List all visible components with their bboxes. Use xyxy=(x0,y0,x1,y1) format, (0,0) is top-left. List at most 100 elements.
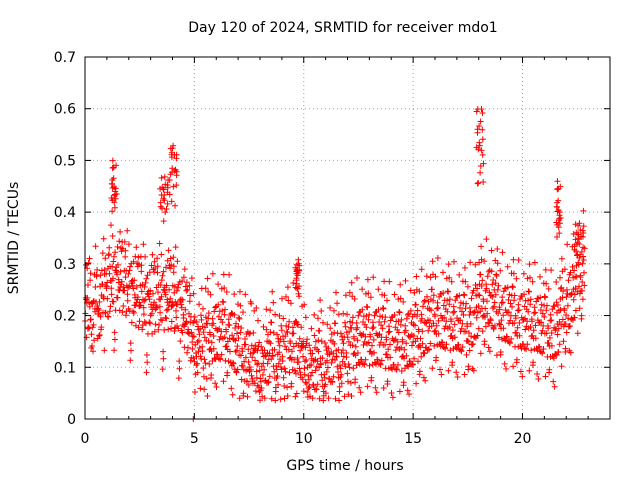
data-point xyxy=(294,321,300,328)
data-point xyxy=(124,291,131,298)
data-point xyxy=(422,297,428,304)
data-point xyxy=(465,338,472,345)
data-point xyxy=(267,307,274,314)
data-point xyxy=(167,265,174,272)
data-point xyxy=(400,379,407,386)
data-point xyxy=(293,370,299,377)
data-point xyxy=(266,350,273,357)
data-point xyxy=(439,339,446,346)
data-point xyxy=(136,318,143,325)
data-point xyxy=(146,319,153,326)
data-point xyxy=(258,385,265,391)
data-point xyxy=(466,312,473,318)
data-point xyxy=(437,366,443,373)
data-point xyxy=(418,353,425,360)
data-point xyxy=(171,328,178,334)
data-point xyxy=(122,274,129,281)
data-point xyxy=(239,348,246,355)
data-point xyxy=(274,331,281,338)
data-point xyxy=(198,316,205,323)
data-point xyxy=(340,310,347,317)
data-point xyxy=(232,348,239,355)
data-point xyxy=(367,333,374,340)
data-point xyxy=(97,272,104,279)
data-point xyxy=(305,385,312,392)
data-point xyxy=(127,357,134,364)
data-point xyxy=(395,318,402,325)
data-point xyxy=(442,345,449,352)
data-point xyxy=(276,349,283,356)
data-point xyxy=(237,302,244,309)
data-point xyxy=(437,343,444,350)
data-point xyxy=(179,278,186,285)
data-point xyxy=(312,367,319,374)
data-point xyxy=(314,381,321,388)
data-point xyxy=(504,263,511,270)
data-point xyxy=(128,319,135,326)
data-point xyxy=(281,395,288,402)
data-point xyxy=(255,317,261,324)
data-point xyxy=(259,371,266,378)
data-point xyxy=(344,370,351,377)
data-point xyxy=(367,294,374,301)
data-point xyxy=(425,327,432,334)
data-point xyxy=(160,218,167,225)
data-point xyxy=(564,302,571,309)
data-point xyxy=(364,304,371,311)
data-point xyxy=(292,393,299,400)
data-point xyxy=(491,299,498,306)
data-point xyxy=(343,354,350,361)
data-point xyxy=(381,318,388,325)
data-point xyxy=(506,340,513,347)
data-point xyxy=(246,364,253,370)
data-point xyxy=(516,307,522,313)
data-point xyxy=(235,323,242,330)
data-point xyxy=(147,320,154,327)
data-point xyxy=(445,261,452,268)
data-point xyxy=(460,291,467,298)
data-point xyxy=(309,395,316,402)
data-point xyxy=(124,297,131,304)
data-point xyxy=(280,338,287,345)
data-point xyxy=(105,313,112,320)
data-point xyxy=(492,291,499,298)
data-point xyxy=(194,339,201,346)
data-point xyxy=(459,308,465,315)
data-point xyxy=(567,323,573,329)
data-point xyxy=(416,368,423,375)
data-point xyxy=(475,146,482,153)
data-point xyxy=(460,311,467,318)
data-point xyxy=(539,350,546,357)
data-point xyxy=(579,296,586,303)
data-point xyxy=(534,347,541,354)
data-point xyxy=(483,281,490,288)
data-point xyxy=(544,302,550,309)
data-point xyxy=(332,320,339,327)
data-point xyxy=(85,282,91,288)
data-point xyxy=(267,329,274,336)
data-point xyxy=(232,325,239,331)
data-point xyxy=(102,309,109,316)
data-point xyxy=(175,375,182,382)
data-point xyxy=(282,333,289,340)
data-point xyxy=(285,346,292,353)
data-point xyxy=(197,353,204,360)
data-point xyxy=(86,255,93,262)
data-point xyxy=(537,273,543,280)
data-point xyxy=(239,363,246,369)
data-point xyxy=(185,330,192,337)
data-point xyxy=(183,287,190,294)
data-point xyxy=(315,315,321,322)
data-point xyxy=(463,351,470,358)
data-point xyxy=(156,321,162,328)
data-point xyxy=(226,322,233,329)
data-point xyxy=(306,362,313,369)
data-point xyxy=(160,268,167,275)
data-point xyxy=(581,269,587,276)
data-point xyxy=(224,369,231,376)
data-point xyxy=(258,343,265,350)
data-point xyxy=(143,369,150,376)
data-point xyxy=(386,278,393,285)
data-point xyxy=(486,289,493,296)
data-point xyxy=(90,348,96,355)
